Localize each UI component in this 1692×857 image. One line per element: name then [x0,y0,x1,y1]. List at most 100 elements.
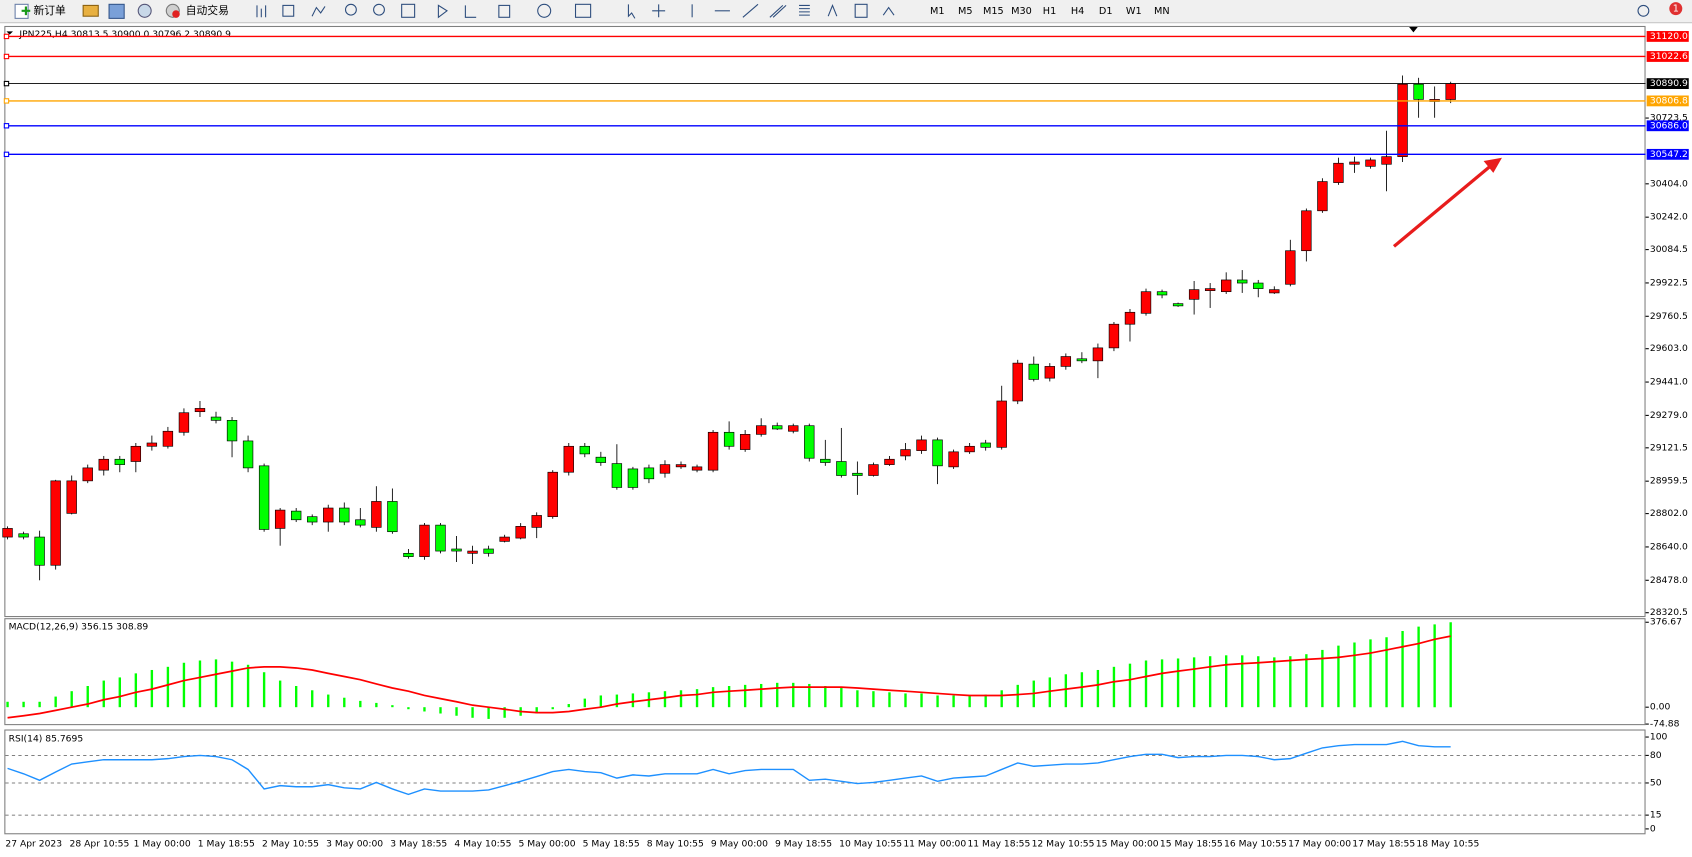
y-tick-label: 0.00 [1650,702,1671,713]
autoscroll-icon[interactable] [437,4,448,19]
candle-body [50,480,61,566]
new-order-button[interactable]: 新订单 [14,3,66,19]
line-chart-icon[interactable] [311,6,326,17]
x-tick-label: 28 Apr 10:55 [70,839,130,850]
plus-icon [21,6,31,16]
level-label-bg [1646,95,1689,107]
trendline-icon[interactable] [742,3,759,18]
search-icon[interactable] [1637,4,1650,17]
candle-body [1221,279,1232,293]
cursor-icon[interactable] [627,4,636,19]
toolbar-bg [0,0,1692,23]
y-tick-label: 28478.0 [1650,575,1688,586]
candle-body [1092,347,1104,362]
candle-body [339,507,350,523]
candle-body [884,458,895,465]
timeframe-button[interactable]: M1 [930,6,945,17]
candle-body [242,440,254,469]
candle-body [419,524,430,557]
candle-body [323,507,334,523]
level-label-bg [1646,31,1689,42]
timeframe-button[interactable]: M30 [1011,6,1032,17]
shift-icon[interactable] [464,5,477,18]
level-label: 30890.9 [1650,78,1688,89]
icon[interactable] [82,4,99,17]
candle-body [980,442,991,448]
candle-body [1349,161,1360,165]
templates-icon[interactable] [574,3,592,18]
auto-trading-label: 自动交易 [186,3,229,17]
candle-body [900,449,911,457]
label-icon[interactable] [854,3,868,18]
level-label-bg [1646,51,1689,62]
candle-body [707,431,719,471]
level-label-bg [1646,120,1689,132]
arrow-icon[interactable] [882,6,895,16]
timeframe-button[interactable]: M15 [983,6,1004,17]
x-tick-label: 3 May 18:55 [390,839,447,850]
timeframe-button[interactable]: M5 [958,6,973,17]
candle-body [996,400,1007,448]
rsi-title: RSI(14) 85.7695 [9,734,84,745]
timeframe-button[interactable]: H1 [1043,6,1056,17]
candle-body [1028,363,1039,380]
candle-body [130,445,142,462]
auto-trading-button[interactable]: 自动交易 [165,3,229,18]
tile-icon[interactable] [401,3,416,18]
zoom-in-icon[interactable] [344,3,357,16]
candle-body [290,510,302,521]
candle-body [627,468,639,488]
candle-body [788,425,799,432]
notifications[interactable]: 1 [1669,2,1683,16]
y-tick-label: 29922.5 [1650,277,1688,288]
x-tick-label: 1 May 00:00 [134,839,191,850]
candle-body [387,501,398,533]
periods-icon[interactable] [537,3,552,18]
candle-body [226,420,238,442]
level-label: 30547.2 [1650,149,1688,160]
icon[interactable] [137,3,152,18]
y-tick-label: 28640.0 [1650,541,1688,552]
x-tick-label: 27 Apr 2023 [5,839,62,850]
candle-body [114,458,125,465]
candle-body [1012,362,1023,402]
y-tick-label: 29760.5 [1650,311,1688,322]
candle-body [18,533,29,538]
level-label: 31022.6 [1650,51,1688,62]
bar-chart-icon[interactable] [256,5,267,18]
candle-body [1188,289,1200,300]
candle-body [1204,288,1216,291]
x-tick-label: 4 May 10:55 [454,839,511,850]
x-tick-label: 5 May 00:00 [519,839,576,850]
crosshair-icon[interactable] [652,4,666,18]
y-tick-label: 28802.0 [1650,508,1688,519]
y-tick-label: 29279.0 [1650,410,1688,421]
candle-body [274,509,286,529]
timeframe-button[interactable]: W1 [1126,6,1142,17]
candle-body [1445,83,1456,100]
x-tick-label: 9 May 18:55 [775,839,832,850]
x-tick-label: 11 May 18:55 [967,839,1030,850]
indicator-line [7,740,1451,796]
timeframe-button[interactable]: D1 [1099,6,1113,17]
text-icon[interactable] [827,3,838,17]
candle-body [563,445,574,473]
timeframe-button[interactable]: H4 [1071,6,1084,17]
fibo-icon[interactable] [799,4,810,16]
indicators-icon[interactable] [498,4,511,18]
candle-body [1108,323,1120,349]
x-tick-label: 5 May 18:55 [583,839,640,850]
level-label: 31120.0 [1650,31,1688,42]
badge-count: 1 [1673,4,1679,15]
zoom-out-icon[interactable] [373,3,385,16]
channel-icon[interactable] [769,5,787,18]
macd-title: MACD(12,26,9) 356.15 308.89 [9,621,149,632]
y-tick-label: 15 [1650,810,1662,821]
icon[interactable] [108,3,125,19]
timeframe-button[interactable]: MN [1154,6,1170,17]
candle-body [868,464,879,476]
candle-icon[interactable] [282,4,295,17]
y-tick-label: 50 [1650,777,1662,788]
candle-body [1076,358,1088,362]
